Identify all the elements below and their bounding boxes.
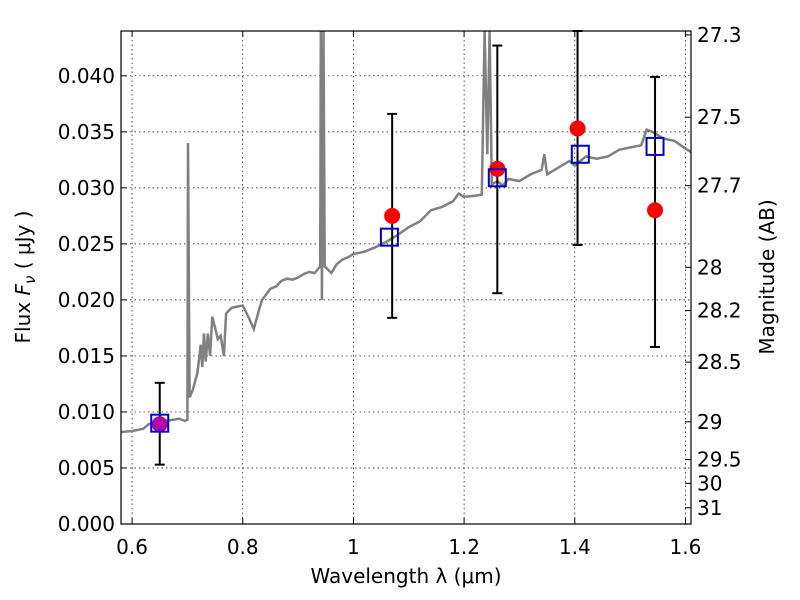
errorbar-group <box>154 30 661 466</box>
y-tick-label: 0.030 <box>58 176 115 200</box>
y-tick-label: 0.010 <box>58 400 115 424</box>
y-tick-label: 0.020 <box>58 288 115 312</box>
y2-tick-label: 30 <box>697 471 722 495</box>
y-tick-label: 0.035 <box>58 120 115 144</box>
y-tick-label: 0.005 <box>58 456 115 480</box>
y2-tick-label: 27.7 <box>697 174 742 198</box>
y-axis-label-subscript: ν <box>21 276 39 284</box>
y2-tick-label: 29 <box>697 410 722 434</box>
x-tick-label: 0.6 <box>116 535 148 559</box>
y2-tick-label: 27.3 <box>697 23 742 47</box>
y2-tick-label: 28.2 <box>697 299 742 323</box>
x-axis-ticks: 0.6 0.8 1 1.2 1.4 1.6 <box>116 31 701 559</box>
y-tick-label: 0.040 <box>58 64 115 88</box>
x-tick-label: 0.8 <box>227 535 259 559</box>
plot-frame <box>120 30 692 525</box>
x-tick-label: 1.6 <box>670 535 702 559</box>
y-axis-label-suffix: ( μJy ) <box>11 211 35 276</box>
marker-group <box>150 120 665 433</box>
model-point <box>487 168 507 188</box>
x-axis-label: Wavelength λ (μm) <box>310 564 501 588</box>
model-spectrum-series <box>121 31 691 434</box>
y-tick-label: 0.000 <box>58 512 115 536</box>
model-point <box>645 136 665 156</box>
grid-lines <box>121 31 691 525</box>
y-axis-ticks: 0.000 0.005 0.010 0.015 0.020 0.025 0.030 0.035… <box>58 64 127 536</box>
x-tick-label: 1.2 <box>448 535 480 559</box>
model-spectrum-line <box>121 31 691 434</box>
observed-point <box>647 202 664 219</box>
observed-point <box>384 207 401 224</box>
model-point <box>570 144 590 164</box>
y2-tick-label: 31 <box>697 496 722 520</box>
y2-tick-label: 28 <box>697 255 722 279</box>
model-point <box>379 227 399 247</box>
y2-axis-label: Magnitude (AB) <box>755 199 779 354</box>
x-tick-label: 1.4 <box>559 535 591 559</box>
y-axis-label-symbol: F <box>11 284 35 296</box>
y2-tick-label: 27.5 <box>697 105 742 129</box>
x-tick-label: 1 <box>347 535 360 559</box>
observed-point <box>151 416 168 433</box>
y-tick-label: 0.015 <box>58 344 115 368</box>
y-axis-label: Flux Fν ( μJy ) <box>11 211 39 344</box>
y-tick-label: 0.025 <box>58 232 115 256</box>
y-axis-label-prefix: Flux <box>11 296 35 344</box>
y2-tick-label: 28.5 <box>697 350 742 374</box>
model-point <box>150 413 170 433</box>
y2-tick-label: 29.5 <box>697 448 742 472</box>
observed-point <box>569 120 586 137</box>
